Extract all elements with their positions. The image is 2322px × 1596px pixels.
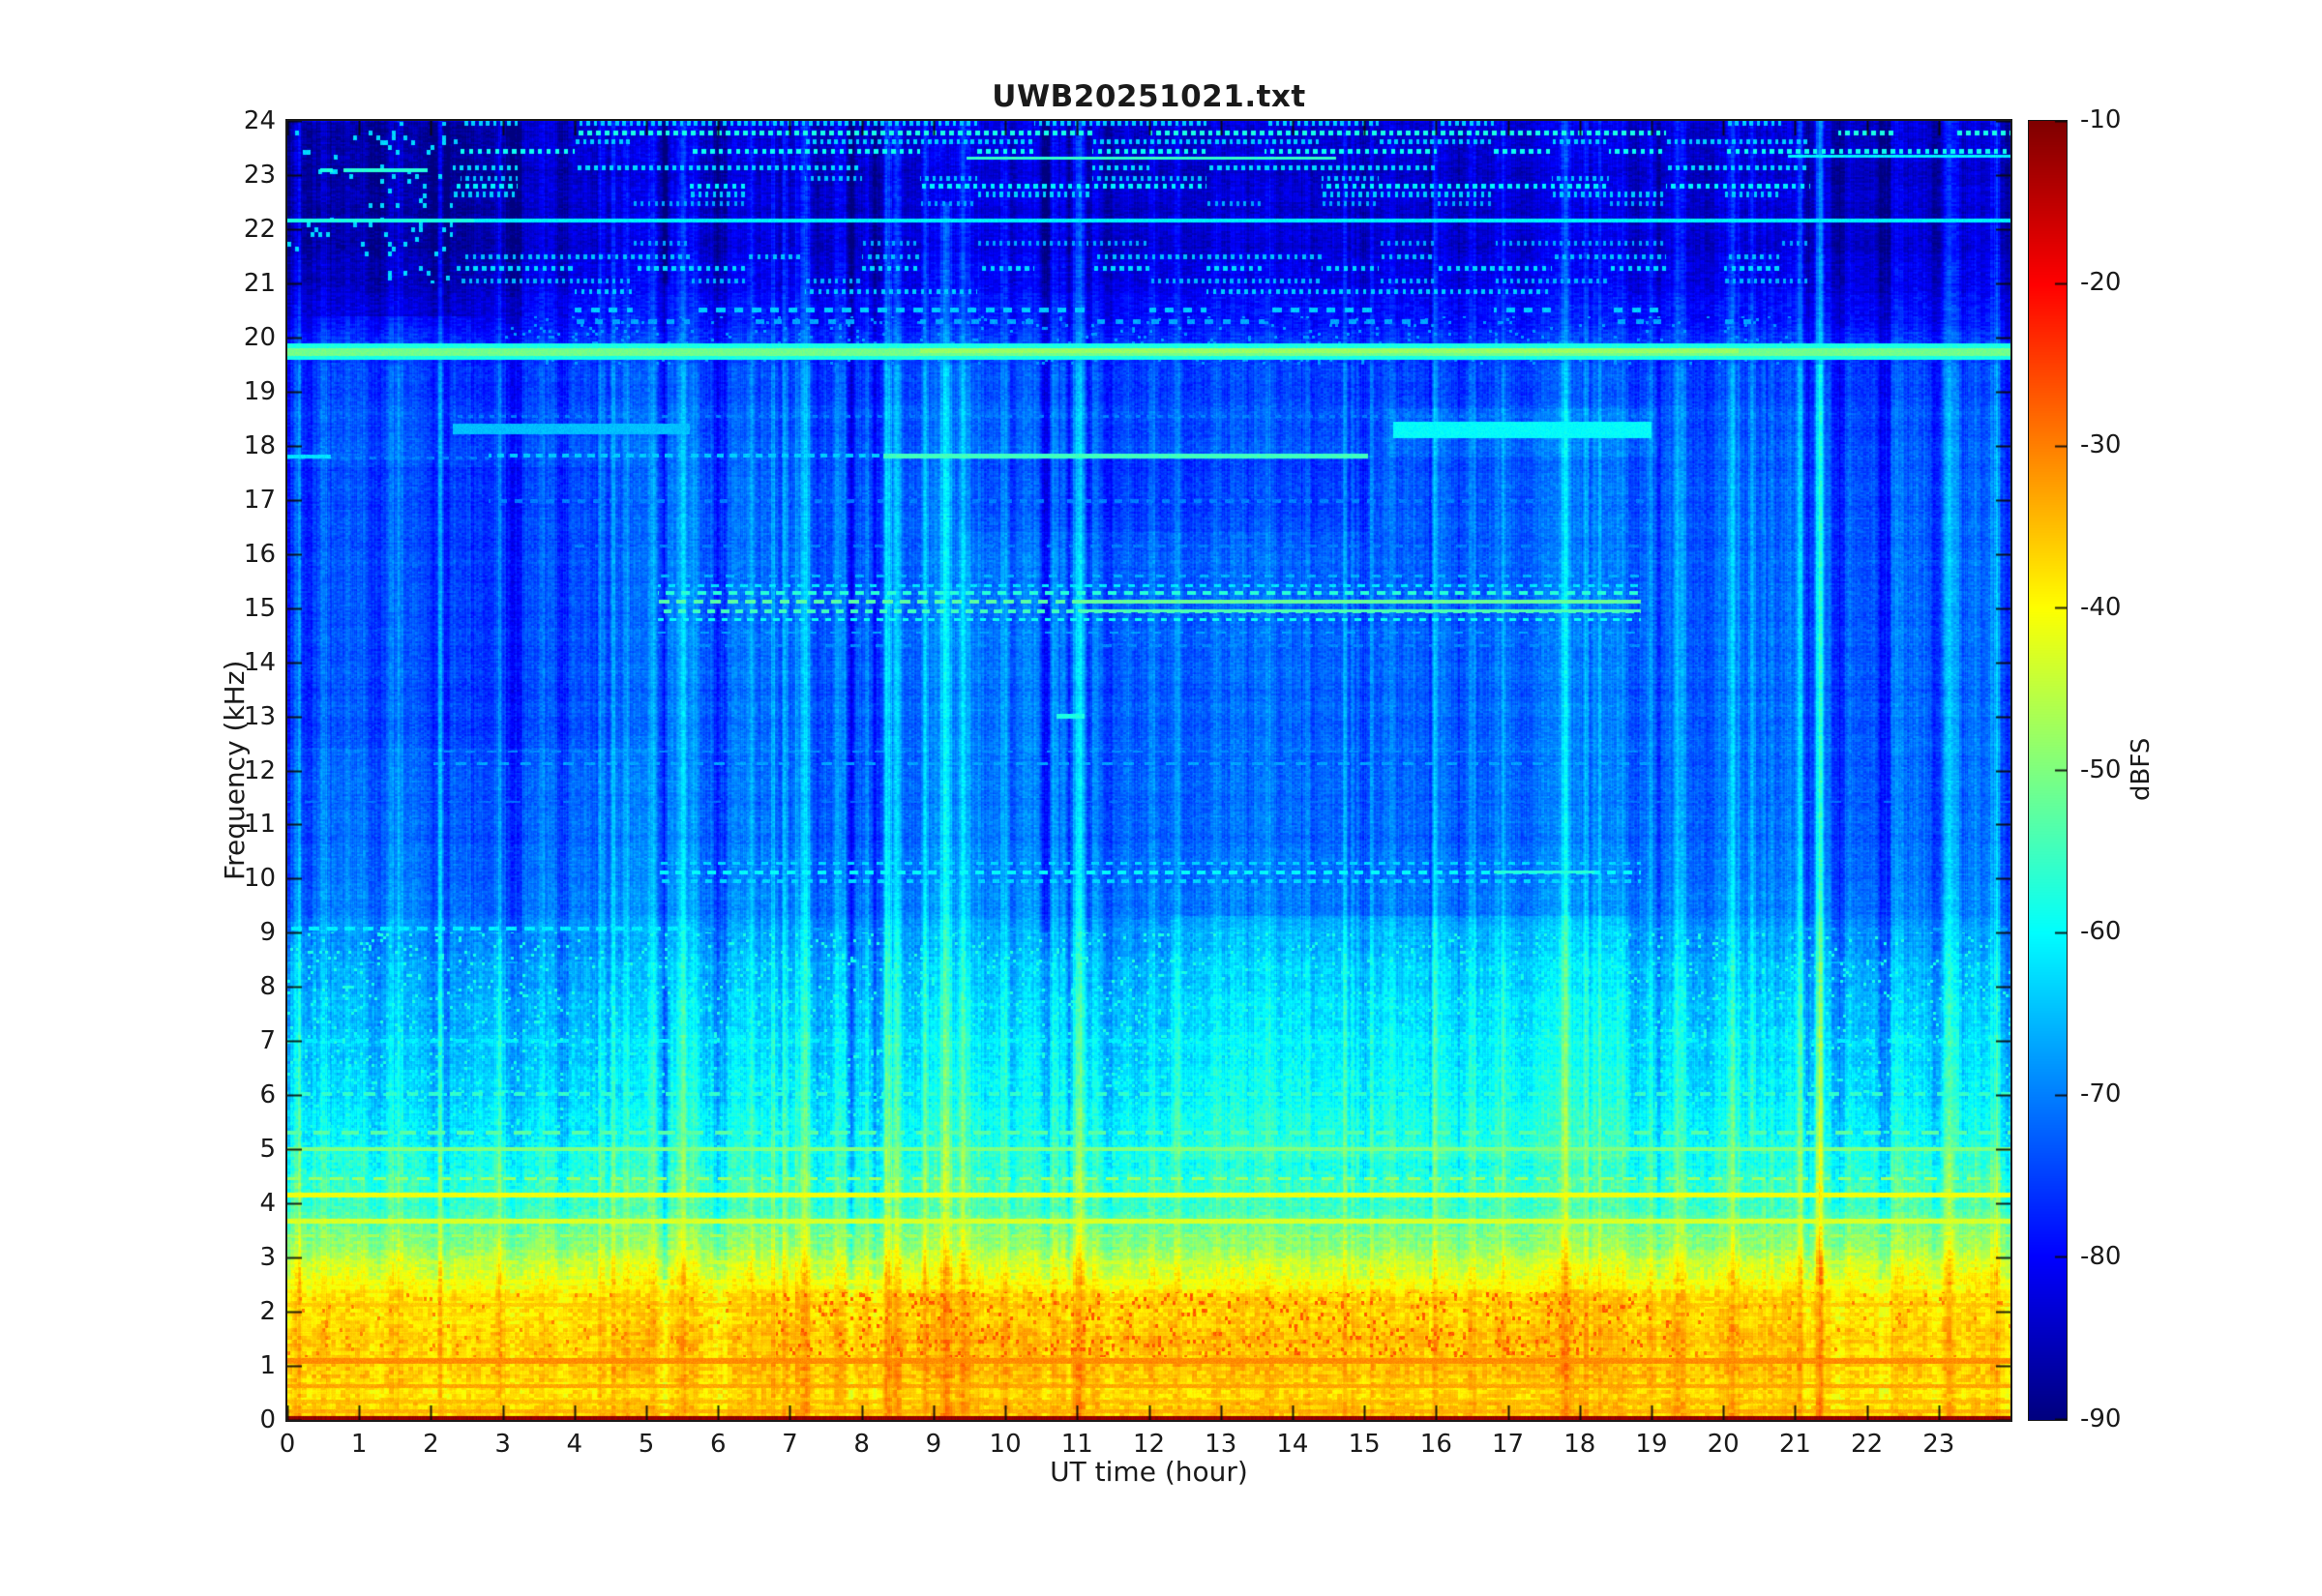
plot-area [285,119,2012,1422]
y-tick-label: 6 [259,1080,276,1110]
y-tick-label: 19 [243,376,276,406]
y-tick-label: 0 [259,1405,276,1434]
x-tick-label: 13 [1205,1430,1237,1459]
y-tick-label: 1 [259,1351,276,1381]
y-tick-label: 24 [243,106,276,135]
colorbar-tick-label: -80 [2080,1242,2122,1272]
x-tick-label: 3 [494,1430,511,1459]
colorbar-tick-label: -70 [2080,1079,2122,1109]
x-axis-label: UT time (hour) [1050,1456,1248,1488]
x-tick-label: 21 [1778,1430,1811,1459]
y-tick-label: 12 [243,755,276,785]
y-tick-label: 18 [243,430,276,460]
colorbar [2028,120,2068,1421]
y-tick-label: 17 [243,485,276,515]
colorbar-tick-label: -20 [2080,267,2122,297]
y-tick-label: 21 [243,268,276,298]
y-tick-label: 8 [259,972,276,1002]
y-tick-label: 2 [259,1297,276,1327]
x-tick-label: 8 [853,1430,870,1459]
colorbar-tick-label: -90 [2080,1404,2122,1433]
x-tick-label: 19 [1635,1430,1668,1459]
x-tick-label: 20 [1707,1430,1740,1459]
colorbar-tick-label: -50 [2080,754,2122,784]
x-tick-label: 4 [566,1430,583,1459]
x-tick-label: 12 [1132,1430,1166,1459]
x-tick-label: 23 [1922,1430,1955,1459]
x-tick-label: 16 [1419,1430,1452,1459]
x-tick-label: 6 [709,1430,727,1459]
x-tick-label: 17 [1491,1430,1525,1459]
y-tick-label: 15 [243,593,276,623]
colorbar-label: dBFS [2127,737,2156,801]
colorbar-tick-label: -40 [2080,592,2122,622]
x-tick-label: 11 [1060,1430,1093,1459]
x-tick-label: 14 [1276,1430,1309,1459]
colorbar-tick-label: -30 [2080,429,2122,459]
y-axis-label: Frequency (kHz) [219,660,251,880]
y-tick-label: 16 [243,539,276,569]
x-tick-label: 1 [350,1430,368,1459]
y-tick-label: 13 [243,701,276,731]
x-tick-label: 18 [1563,1430,1596,1459]
y-tick-label: 11 [243,810,276,840]
y-tick-label: 23 [243,160,276,190]
colorbar-tick-label: -60 [2080,917,2122,947]
x-tick-label: 22 [1851,1430,1884,1459]
y-tick-label: 7 [259,1026,276,1056]
x-tick-label: 9 [925,1430,942,1459]
x-tick-label: 10 [989,1430,1022,1459]
y-tick-label: 3 [259,1243,276,1273]
y-tick-label: 5 [259,1135,276,1165]
x-tick-label: 2 [423,1430,439,1459]
y-tick-label: 14 [243,647,276,677]
plot-title: UWB20251021.txt [992,79,1306,114]
x-tick-label: 5 [638,1430,655,1459]
y-tick-label: 22 [243,214,276,244]
y-tick-label: 10 [243,864,276,894]
y-tick-label: 4 [259,1189,276,1219]
x-tick-label: 7 [782,1430,798,1459]
x-tick-label: 15 [1348,1430,1381,1459]
y-tick-label: 9 [259,918,276,948]
x-tick-label: 0 [279,1430,296,1459]
y-tick-label: 20 [243,322,276,352]
spectrogram-canvas [287,121,2010,1420]
colorbar-tick-label: -10 [2080,105,2122,134]
colorbar-gradient [2029,121,2067,1420]
